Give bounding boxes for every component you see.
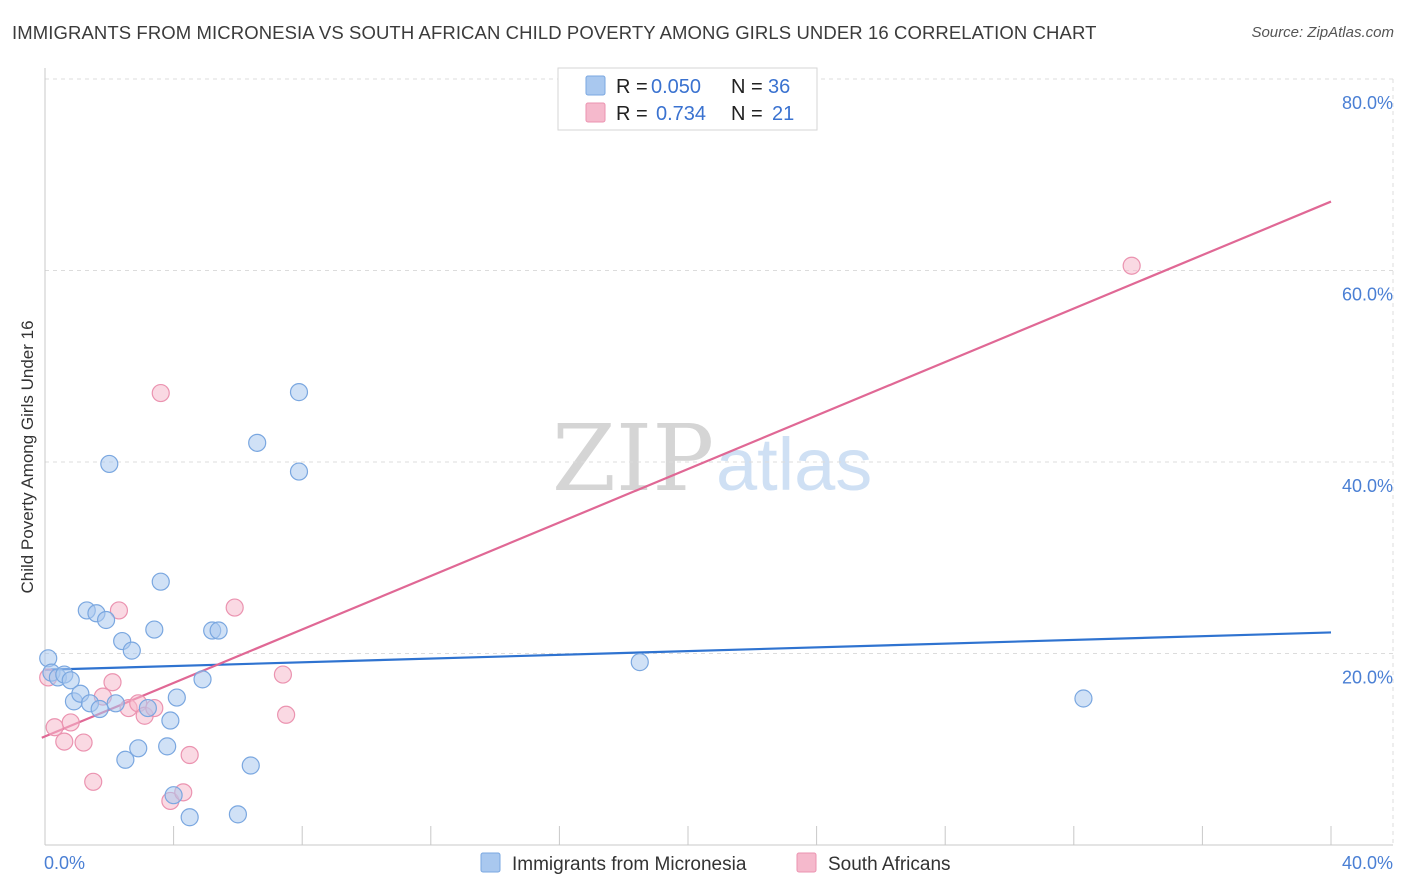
y-tick-labels: 20.0% 40.0% 60.0% 80.0% bbox=[1342, 93, 1393, 688]
y-tick-label-80: 80.0% bbox=[1342, 93, 1393, 113]
legend-n-label-2: N = bbox=[731, 103, 763, 125]
y-tick-label-40: 40.0% bbox=[1342, 476, 1393, 496]
legend-r-value-1: 0.050 bbox=[651, 76, 701, 98]
point-south-africans-1 bbox=[45, 718, 64, 737]
x-tick-label-min: 0.0% bbox=[44, 853, 85, 873]
point-south-africans-5 bbox=[84, 772, 103, 791]
y-tick-label-60: 60.0% bbox=[1342, 285, 1393, 305]
gridlines bbox=[45, 78, 1394, 845]
series-label-south-africans: South Africans bbox=[828, 854, 951, 875]
point-micronesia-30 bbox=[241, 756, 260, 775]
point-micronesia-16 bbox=[122, 641, 141, 660]
point-south-africans-13 bbox=[151, 383, 170, 403]
point-micronesia-29 bbox=[228, 805, 247, 824]
point-south-africans-3 bbox=[61, 713, 80, 732]
point-micronesia-23 bbox=[164, 786, 183, 805]
point-micronesia-13 bbox=[106, 694, 125, 713]
point-micronesia-4 bbox=[61, 671, 80, 690]
correlation-legend: R = 0.050 N = 36 R = 0.734 N = 21 bbox=[557, 67, 818, 131]
series-swatch-south-africans bbox=[796, 852, 817, 873]
point-micronesia-17 bbox=[129, 739, 148, 758]
legend-swatch-pink bbox=[585, 102, 606, 123]
series-label-micronesia: Immigrants from Micronesia bbox=[512, 854, 747, 875]
point-south-africans-16 bbox=[180, 745, 199, 765]
point-micronesia-22 bbox=[161, 711, 180, 730]
legend-n-value-1: 36 bbox=[768, 76, 790, 98]
legend-r-label-1: R = bbox=[616, 76, 648, 98]
legend-n-value-2: 21 bbox=[772, 103, 794, 125]
point-south-africans-4 bbox=[74, 733, 93, 752]
point-south-africans-8 bbox=[109, 601, 129, 620]
point-south-africans-19 bbox=[277, 705, 296, 724]
point-micronesia-25 bbox=[180, 808, 199, 827]
legend-n-label-1: N = bbox=[731, 76, 763, 98]
watermark-atlas: atlas bbox=[716, 423, 872, 506]
point-micronesia-24 bbox=[167, 688, 186, 707]
point-micronesia-26 bbox=[193, 670, 212, 689]
point-micronesia-34 bbox=[630, 653, 649, 672]
point-micronesia-35 bbox=[1074, 689, 1093, 708]
point-micronesia-33 bbox=[289, 462, 309, 481]
series-swatch-micronesia bbox=[480, 852, 501, 873]
point-micronesia-15 bbox=[116, 750, 135, 769]
legend-r-label-2: R = bbox=[616, 103, 648, 125]
chart-title: IMMIGRANTS FROM MICRONESIA VS SOUTH AFRI… bbox=[12, 22, 1097, 43]
point-south-africans-7 bbox=[103, 673, 122, 692]
trend-line-micronesia bbox=[44, 631, 1332, 671]
point-micronesia-18 bbox=[138, 698, 157, 718]
legend-r-value-2: 0.734 bbox=[656, 103, 706, 125]
point-micronesia-12 bbox=[100, 454, 119, 474]
point-south-africans-20 bbox=[1122, 256, 1141, 275]
point-micronesia-19 bbox=[145, 620, 164, 639]
point-micronesia-10 bbox=[90, 699, 109, 719]
point-micronesia-21 bbox=[158, 737, 177, 756]
point-south-africans-2 bbox=[55, 732, 74, 751]
point-micronesia-31 bbox=[248, 433, 267, 452]
legend-swatch-blue bbox=[585, 75, 606, 96]
watermark-zip: ZIP bbox=[552, 405, 714, 512]
point-micronesia-28 bbox=[209, 621, 228, 640]
source-credit: Source: ZipAtlas.com bbox=[1251, 24, 1394, 41]
trend-line-south-africans bbox=[41, 200, 1332, 739]
point-micronesia-32 bbox=[289, 383, 309, 402]
y-axis-title: Child Poverty Among Girls Under 16 bbox=[18, 320, 37, 593]
x-tick-label-max: 40.0% bbox=[1342, 853, 1393, 873]
x-tick-labels: 0.0% 40.0% bbox=[44, 853, 1393, 873]
point-south-africans-18 bbox=[273, 665, 293, 684]
point-micronesia-11 bbox=[96, 610, 116, 630]
point-south-africans-17 bbox=[225, 598, 244, 617]
axes bbox=[44, 68, 1393, 846]
trend-lines bbox=[41, 200, 1332, 739]
y-tick-label-20: 20.0% bbox=[1342, 668, 1393, 688]
data-points bbox=[39, 256, 1141, 827]
series-legend: Immigrants from Micronesia South African… bbox=[480, 852, 951, 875]
point-micronesia-20 bbox=[151, 572, 170, 591]
